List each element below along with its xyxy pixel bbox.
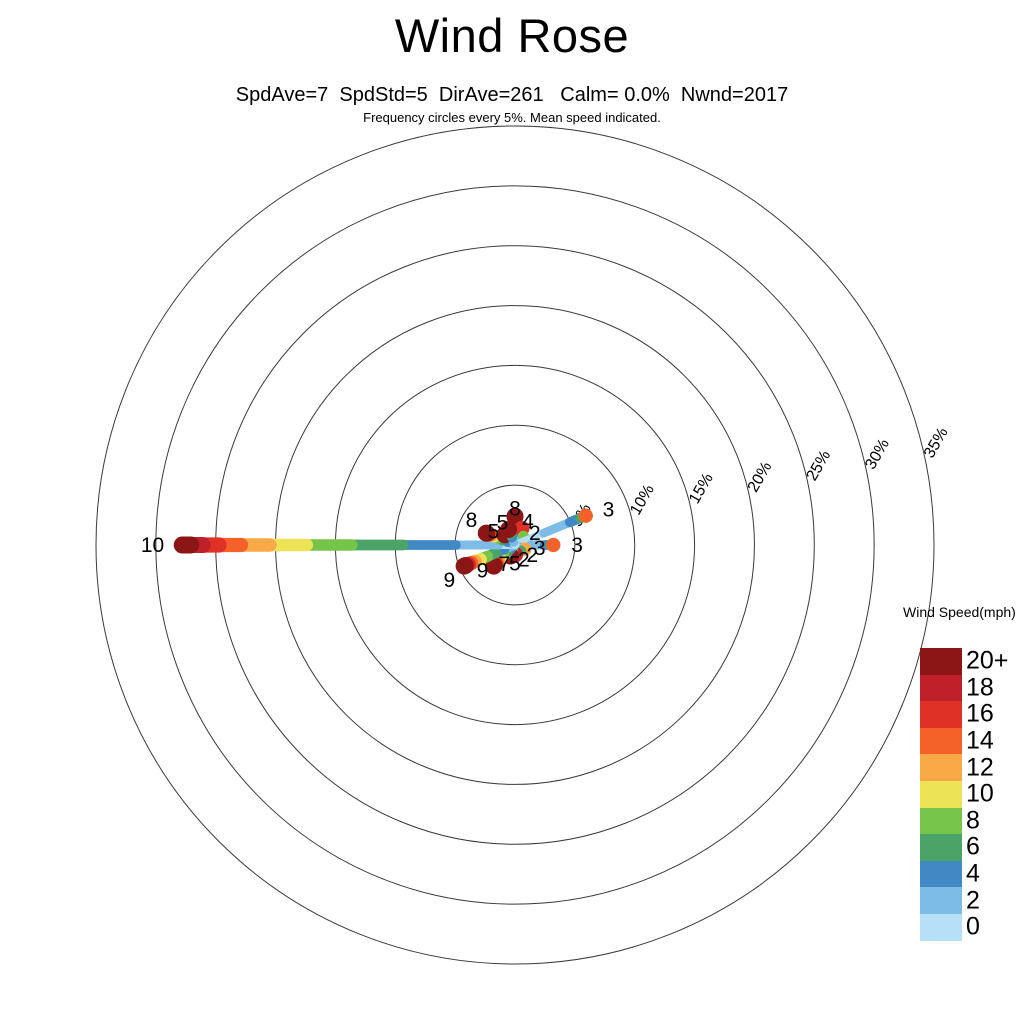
frequency-ring <box>95 125 935 965</box>
legend-entry: 16 <box>920 700 994 728</box>
legend-label: 18 <box>966 673 994 702</box>
ring-label: 30% <box>862 436 893 472</box>
petal-mean-speed-label: 5 <box>497 512 509 535</box>
legend-swatch <box>920 674 962 702</box>
legend-swatch <box>920 913 962 941</box>
legend-label: 14 <box>966 726 994 755</box>
legend-label: 10 <box>966 779 994 808</box>
frequency-ring <box>155 185 875 905</box>
petal-mean-speed-label: 9 <box>477 560 489 583</box>
legend-swatch <box>920 754 962 781</box>
legend-swatch <box>920 807 962 835</box>
legend-swatch <box>920 648 962 675</box>
legend-label: 16 <box>966 699 994 728</box>
petal <box>485 541 519 575</box>
legend-entry: 14 <box>920 727 994 755</box>
legend-title: Wind Speed(mph) <box>903 604 1016 620</box>
legend-entry: 4 <box>920 860 980 888</box>
petal-mean-speed-label: 8 <box>509 497 521 520</box>
legend-swatch <box>920 701 962 728</box>
legend-entry: 0 <box>920 913 980 941</box>
legend-label: 0 <box>966 912 980 941</box>
ring-label: 15% <box>686 471 717 507</box>
legend-label: 4 <box>966 859 980 888</box>
legend-label: 2 <box>966 886 980 915</box>
petal-mean-speed-label: 3 <box>571 534 583 557</box>
petal-mean-speed-label: 7 <box>498 553 510 576</box>
petal-mean-speed-label: 4 <box>522 511 534 534</box>
petal-mean-speed-label: 2 <box>518 548 530 571</box>
legend-entry: 8 <box>920 806 980 835</box>
ring-label-group: 5%10%15%20%25%30%35% <box>569 425 952 530</box>
legend-label: 20+ <box>966 646 1009 675</box>
page-title: Wind Rose <box>394 9 630 62</box>
legend-label: 12 <box>966 753 994 782</box>
petal-mean-speed-label: 5 <box>488 521 500 544</box>
petal-mean-speed-label: 5 <box>509 553 521 576</box>
legend-entry: 6 <box>920 833 980 861</box>
legend-entry: 12 <box>920 753 994 781</box>
petal-mean-speed-label: 2 <box>529 522 541 545</box>
legend-label: 8 <box>966 806 980 835</box>
legend-swatch <box>920 727 962 755</box>
petal-mean-speed-label: 3 <box>534 537 546 560</box>
legend-label: 6 <box>966 832 980 861</box>
legend-entry: 20+ <box>920 647 1008 675</box>
legend-swatch <box>920 780 962 808</box>
legend-entry: 2 <box>920 886 980 914</box>
petal-mean-speed-label: 10 <box>141 534 164 557</box>
petal <box>455 541 519 575</box>
legend-swatch <box>920 887 962 914</box>
subtitle-line: Frequency circles every 5%. Mean speed i… <box>363 110 661 125</box>
ring-label: 35% <box>921 425 952 461</box>
petal-mean-speed-label: 2 <box>526 544 538 567</box>
petal-mean-speed-label: 8 <box>466 509 478 532</box>
legend-swatch <box>920 834 962 861</box>
legend-swatch <box>920 860 962 888</box>
legend-entry: 18 <box>920 673 994 702</box>
petal-mean-speed-label: 3 <box>603 499 615 522</box>
petal-mean-speed-label: 9 <box>443 569 455 592</box>
petal <box>500 521 519 549</box>
ring-label: 20% <box>745 459 776 495</box>
legend-colorbar: 20+ 18 16 14 12 10 8 6 4 2 0 <box>920 647 1008 941</box>
legend-entry: 10 <box>920 780 994 808</box>
ring-label: 25% <box>804 448 835 484</box>
ring-label: 10% <box>627 482 658 518</box>
petal-group <box>173 507 593 575</box>
stats-line: SpdAve=7 SpdStd=5 DirAve=261 Calm= 0.0% … <box>235 84 789 106</box>
